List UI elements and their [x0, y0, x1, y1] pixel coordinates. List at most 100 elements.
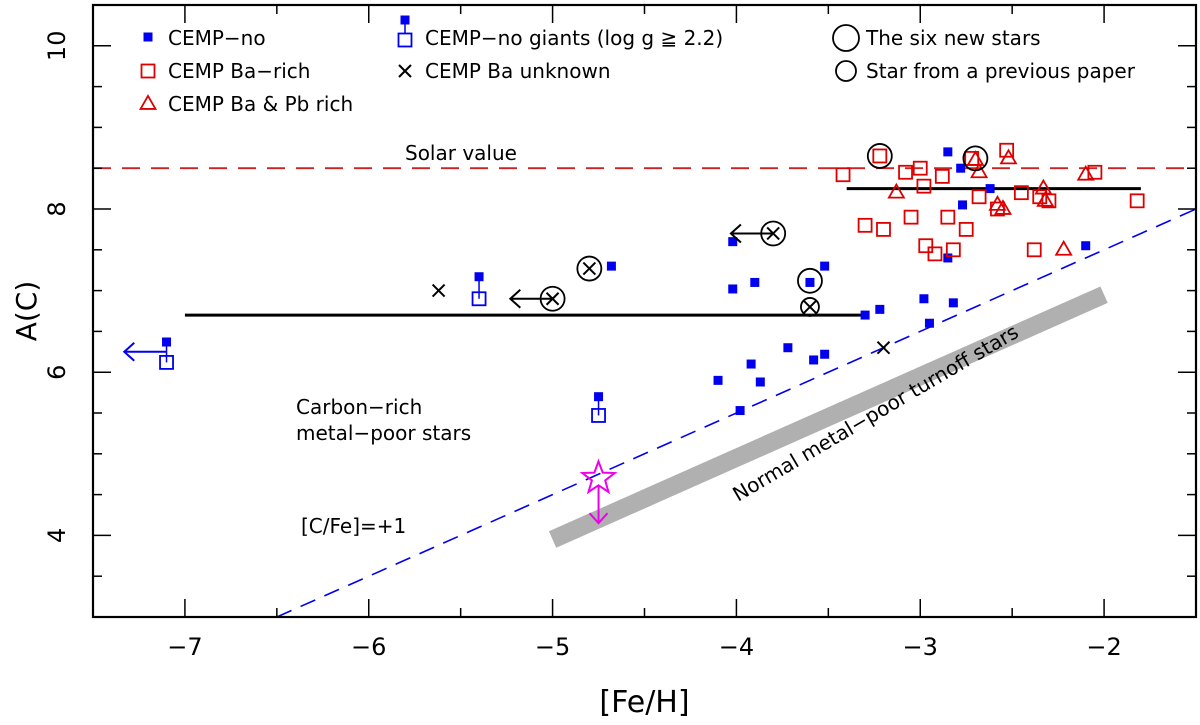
- ba-pb-rich-point: [1076, 164, 1095, 181]
- cemp-no-point: [860, 310, 870, 320]
- y-tick-label: 6: [43, 365, 71, 380]
- upper-limit-arrow: [508, 289, 553, 309]
- x-tick-label: −7: [167, 633, 202, 661]
- cemp-no-point: [875, 304, 885, 314]
- special-star-arrow-head: [588, 512, 609, 525]
- six-new-star-circle: [866, 143, 893, 169]
- ba-rich-point: [971, 189, 987, 205]
- legend-previous-marker: [835, 60, 857, 82]
- cemp-no-point: [943, 253, 953, 263]
- cross-stroke: [582, 261, 597, 276]
- cemp-no-point: [728, 284, 738, 294]
- cfe-line-label: [C/Fe]=+1: [301, 514, 406, 538]
- ba-pb-rich-point: [999, 148, 1018, 165]
- cemp-no-point: [956, 163, 966, 173]
- ba-pb-rich-point: [1036, 190, 1055, 207]
- six-new-star-circle: [576, 255, 603, 282]
- ba-rich-point: [934, 168, 950, 184]
- ba-rich-point: [945, 242, 961, 258]
- legend-ba-pb-rich-label: CEMP Ba & Pb rich: [168, 92, 353, 116]
- cemp-no-point: [755, 377, 765, 387]
- cemp-no-giant-point: [591, 408, 606, 423]
- cemp-no-point: [805, 277, 815, 287]
- arrow-head: [508, 289, 521, 309]
- legend-ba-unknown-marker: [398, 64, 412, 78]
- cemp-no-point: [746, 359, 756, 369]
- y-axis-label: A(C): [10, 281, 43, 342]
- ba-rich-point: [898, 164, 913, 180]
- ba-pb-rich-point: [1034, 178, 1053, 195]
- cemp-no-point: [735, 406, 745, 416]
- cemp-no-point: [820, 349, 830, 359]
- previous-paper-circle: [800, 297, 820, 317]
- axis-ticks: −7 −6 −5 −4 −3 −2 4 6 8 10: [43, 4, 1197, 661]
- x-tick-label: −3: [903, 633, 938, 661]
- ba-rich-point: [876, 221, 891, 237]
- plot-layer: [93, 15, 1197, 618]
- ba-rich-point: [940, 209, 956, 225]
- circled-cross: [582, 261, 597, 276]
- ba-rich-point: [916, 178, 932, 194]
- cemp-no-point: [943, 147, 953, 157]
- turnoff-band: [548, 286, 1108, 548]
- cemp-no-giant-point: [159, 355, 174, 370]
- cemp-no-point: [809, 355, 819, 365]
- legend-ba-unknown-label: CEMP Ba unknown: [425, 59, 611, 83]
- x-tick-label: −4: [719, 633, 754, 661]
- x-axis-label: [Fe/H]: [599, 685, 689, 720]
- ba-pb-rich-point: [887, 182, 906, 199]
- legend-previous-label: Star from a previous paper: [866, 59, 1136, 83]
- carbon-rich-label-line1: Carbon−rich: [296, 395, 422, 419]
- carbon-rich-label-line2: metal−poor stars: [296, 421, 471, 445]
- arrow-head: [122, 342, 135, 362]
- cemp-no-point: [948, 298, 958, 308]
- ba-rich-point: [958, 221, 974, 237]
- upper-limit-arrow: [122, 342, 167, 362]
- ba-pb-rich-point: [1054, 239, 1073, 256]
- cross-stroke: [398, 64, 412, 78]
- ba-rich-point: [872, 148, 888, 164]
- legend-ba-pb-rich-marker: [138, 94, 158, 110]
- legend: CEMP−no CEMP−no giants (log g ≧ 2.2) The s…: [168, 24, 1136, 116]
- cross-stroke: [876, 341, 891, 355]
- x-tick-label: −5: [535, 633, 570, 661]
- ba-pb-rich-point: [966, 150, 985, 166]
- ba-rich-point: [1129, 193, 1145, 209]
- legend-cemp-no-marker: [143, 32, 153, 42]
- ba-unknown-point: [876, 341, 891, 355]
- y-tick-label: 4: [43, 528, 71, 543]
- turnoff-band-label: Normal metal−poor turnoff stars: [728, 320, 1022, 507]
- six-new-star-circle: [962, 145, 989, 172]
- cemp-no-point: [162, 337, 172, 347]
- cemp-no-point: [924, 318, 934, 328]
- cemp-no-point: [474, 272, 484, 282]
- cemp-no-point: [958, 200, 968, 210]
- ba-rich-point: [999, 142, 1015, 158]
- special-star: [579, 458, 618, 495]
- cemp-no-point: [783, 343, 793, 353]
- x-tick-label: −6: [351, 633, 386, 661]
- ba-rich-point: [857, 217, 873, 233]
- legend-six-new-label: The six new stars: [865, 26, 1041, 50]
- legend-ba-rich-label: CEMP Ba−rich: [168, 59, 310, 83]
- cemp-no-giant-point: [471, 291, 487, 307]
- ba-rich-point: [1026, 242, 1042, 258]
- legend-giant-dwarf-marker: [400, 15, 410, 25]
- ba-rich-point: [912, 160, 928, 176]
- upper-limit-arrow: [729, 223, 774, 244]
- ba-rich-point: [903, 209, 919, 225]
- legend-six-new-marker: [832, 24, 860, 52]
- circled-cross: [803, 300, 817, 314]
- cross-stroke: [803, 300, 817, 314]
- y-tick-label: 8: [43, 201, 71, 216]
- ba-pb-rich-point: [993, 199, 1013, 215]
- ba-unknown-point: [431, 283, 446, 298]
- cemp-no-point: [728, 237, 738, 247]
- cemp-no-point: [606, 261, 616, 271]
- ba-rich-point: [927, 246, 943, 262]
- solar-value-label: Solar value: [405, 141, 517, 165]
- arrow-head: [729, 223, 742, 244]
- cemp-no-point: [750, 277, 760, 287]
- cemp-no-point: [820, 261, 830, 271]
